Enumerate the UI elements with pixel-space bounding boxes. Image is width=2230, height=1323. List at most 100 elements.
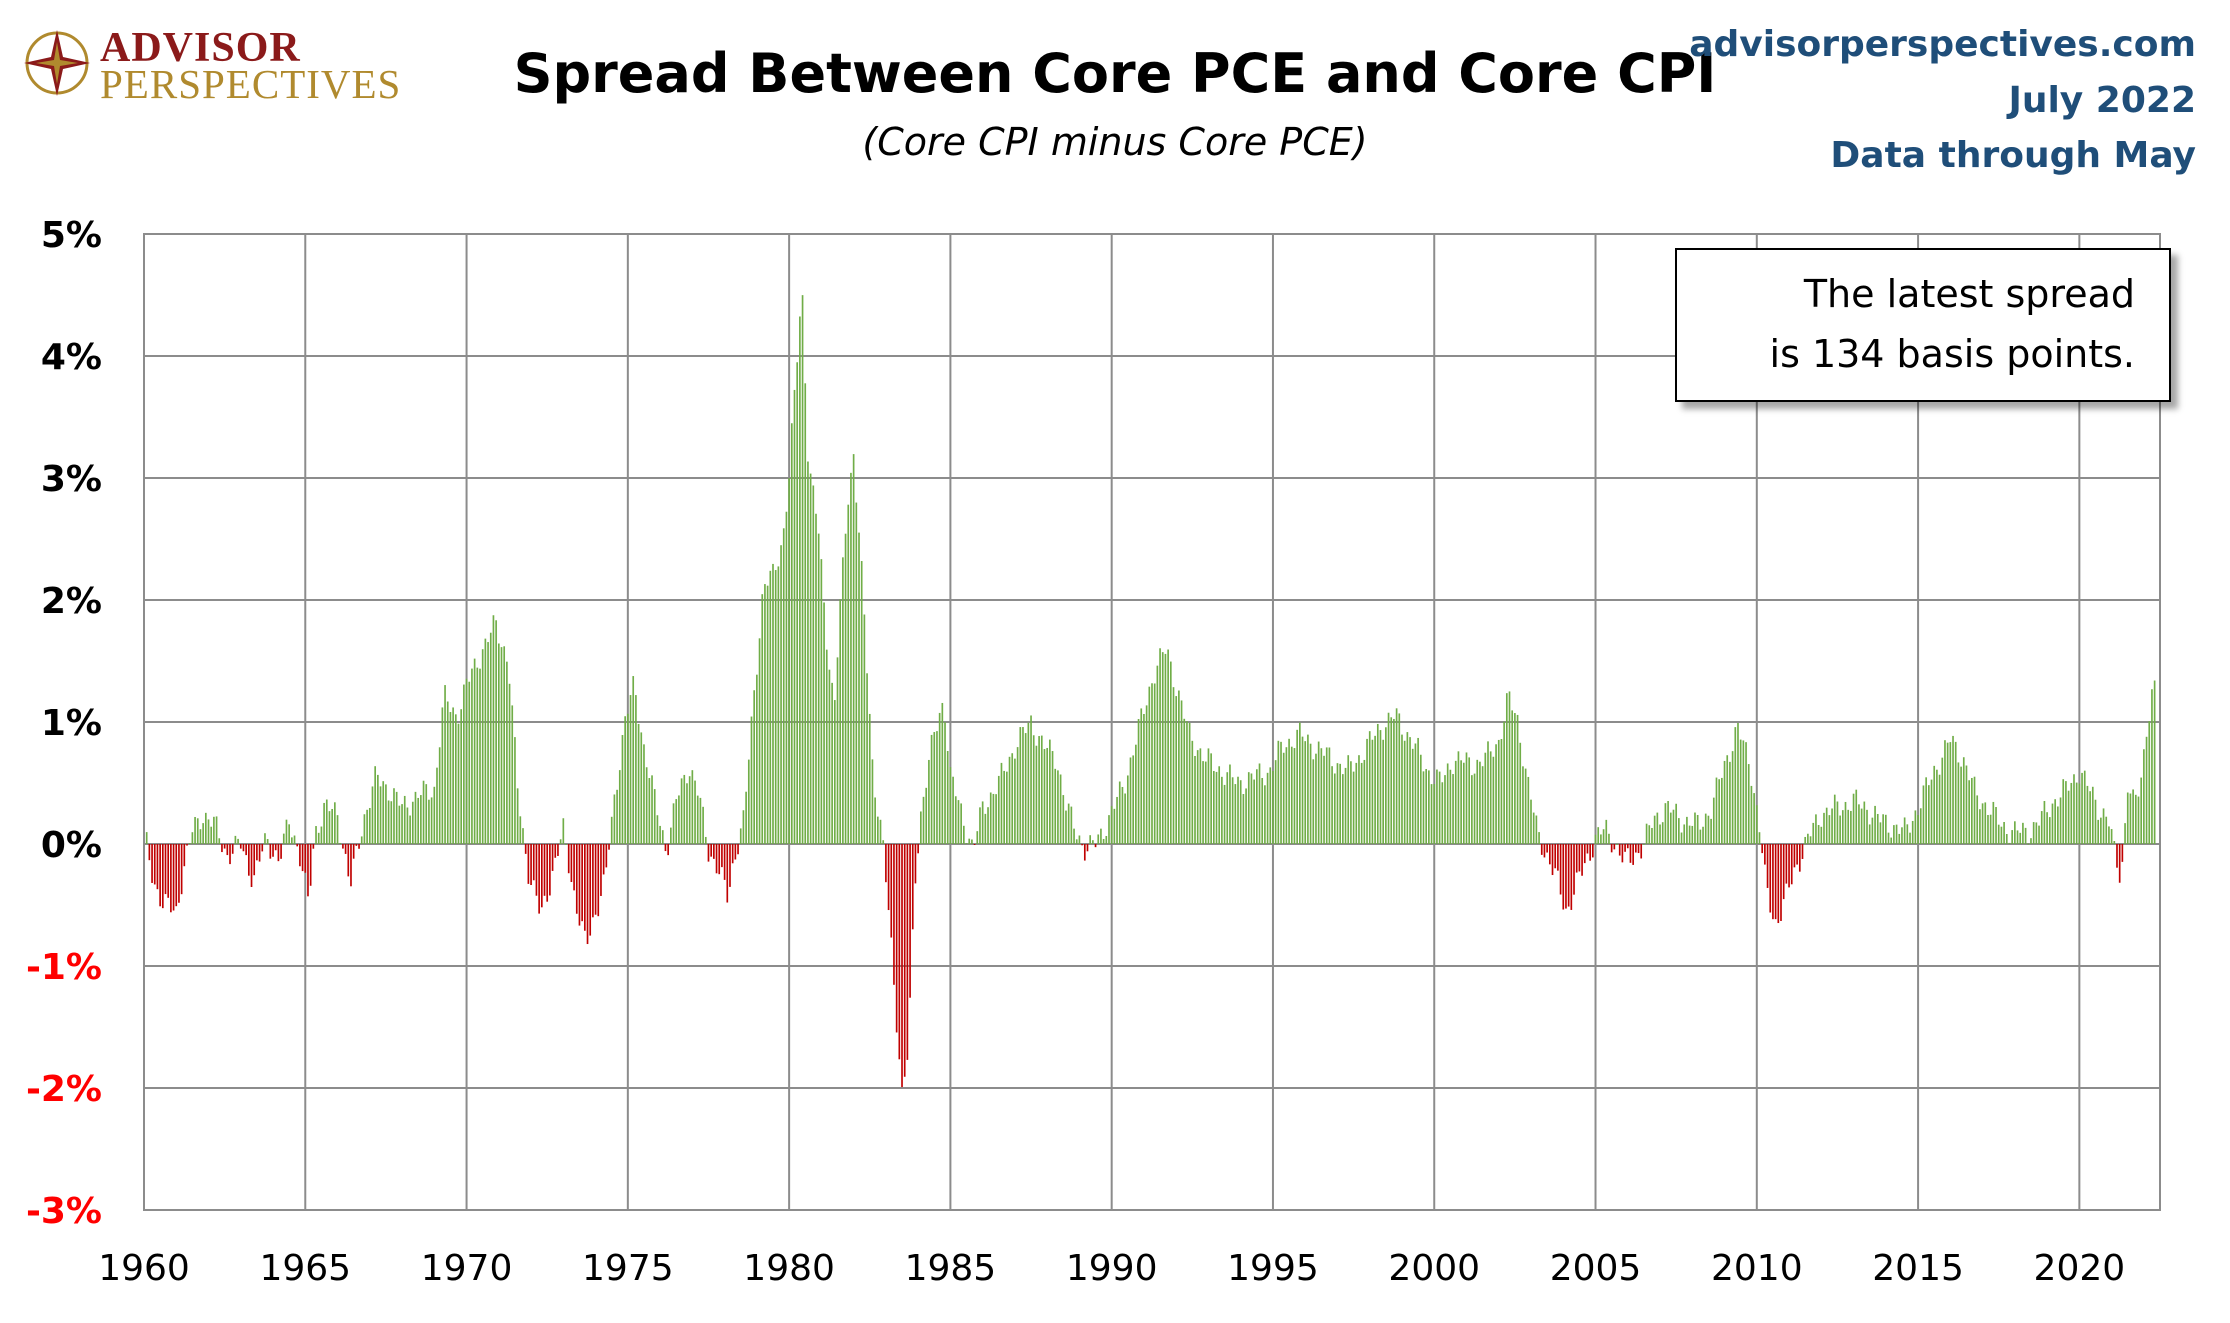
bar (414, 791, 417, 844)
source-link[interactable]: advisorperspectives.com (1689, 24, 2196, 65)
bar (960, 803, 962, 844)
bar (1884, 814, 1887, 844)
bar (175, 844, 178, 907)
bar (272, 844, 274, 857)
bar (159, 844, 161, 907)
bar (2143, 749, 2145, 844)
bar (2046, 812, 2048, 844)
bar (312, 844, 315, 849)
bar (627, 713, 629, 844)
bar (729, 844, 731, 887)
bar (1997, 824, 2000, 844)
bar (1401, 734, 1403, 844)
y-tick-label: 2% (41, 581, 102, 622)
bar (608, 844, 610, 850)
bar (965, 843, 968, 845)
bar (535, 844, 538, 896)
bar (930, 734, 933, 844)
bar (1360, 762, 1363, 844)
bar (299, 844, 301, 867)
bar (1110, 806, 1113, 844)
bar (1476, 759, 1479, 844)
bar (726, 844, 729, 903)
bar (1422, 771, 1425, 844)
bar (210, 826, 213, 844)
bar (433, 786, 436, 844)
bar (823, 602, 825, 844)
bar (1898, 833, 1901, 844)
bar (285, 819, 288, 844)
bar (637, 723, 640, 844)
bar (519, 816, 522, 844)
bar (1419, 754, 1422, 844)
bar (981, 801, 984, 844)
bar (1266, 772, 1269, 844)
bar (1148, 686, 1151, 844)
bar (511, 705, 514, 844)
bar (1653, 815, 1656, 844)
bar (167, 844, 170, 898)
bar (1277, 740, 1280, 844)
bar (1554, 844, 1557, 869)
bar (1126, 775, 1129, 844)
bar (546, 844, 549, 902)
bar (194, 816, 196, 844)
bar (473, 658, 476, 844)
bar (1229, 764, 1231, 844)
bar (463, 684, 465, 844)
bar (317, 832, 320, 844)
bar (2016, 830, 2019, 844)
bar (422, 780, 425, 844)
bar (1661, 822, 1664, 844)
bar (188, 843, 191, 845)
bar (946, 750, 949, 844)
bar (1511, 710, 1514, 844)
bar (352, 844, 355, 859)
bar (1164, 653, 1167, 844)
x-tick-label: 1985 (905, 1248, 997, 1289)
bar (1688, 825, 1691, 844)
bar (602, 844, 605, 875)
bar (2091, 786, 2094, 844)
bar (866, 673, 868, 844)
bar (621, 735, 624, 844)
bar (1739, 739, 1742, 844)
bar (1070, 806, 1073, 844)
bar (1594, 834, 1597, 844)
bar (809, 473, 812, 844)
bar (1352, 771, 1355, 844)
bar (562, 818, 565, 844)
bar (476, 667, 479, 844)
bar (1462, 762, 1465, 844)
bar (890, 844, 893, 938)
bar (567, 844, 570, 874)
bar (1516, 714, 1519, 844)
bar (954, 796, 957, 844)
bar (815, 513, 817, 844)
bar (1239, 780, 1242, 844)
bar (987, 807, 989, 844)
bar (1167, 649, 1169, 844)
bar (452, 707, 454, 844)
bar (1613, 844, 1616, 850)
bar (2070, 782, 2073, 844)
bar (495, 620, 497, 844)
bar (2038, 825, 2040, 844)
callout-line-2: is 134 basis points. (1769, 332, 2135, 376)
bar (1312, 759, 1315, 844)
bar (1221, 776, 1223, 844)
bar (1731, 751, 1734, 844)
bar (1505, 693, 1508, 844)
bar (497, 643, 500, 844)
bar (592, 844, 594, 918)
bar (307, 844, 309, 897)
bar (1436, 769, 1438, 844)
bar (659, 825, 661, 844)
bar (632, 676, 635, 844)
bar (1038, 736, 1040, 844)
bar (1261, 777, 1264, 844)
bar (1675, 803, 1677, 844)
bar (855, 502, 858, 844)
bar (543, 844, 546, 896)
bar (2011, 830, 2013, 844)
